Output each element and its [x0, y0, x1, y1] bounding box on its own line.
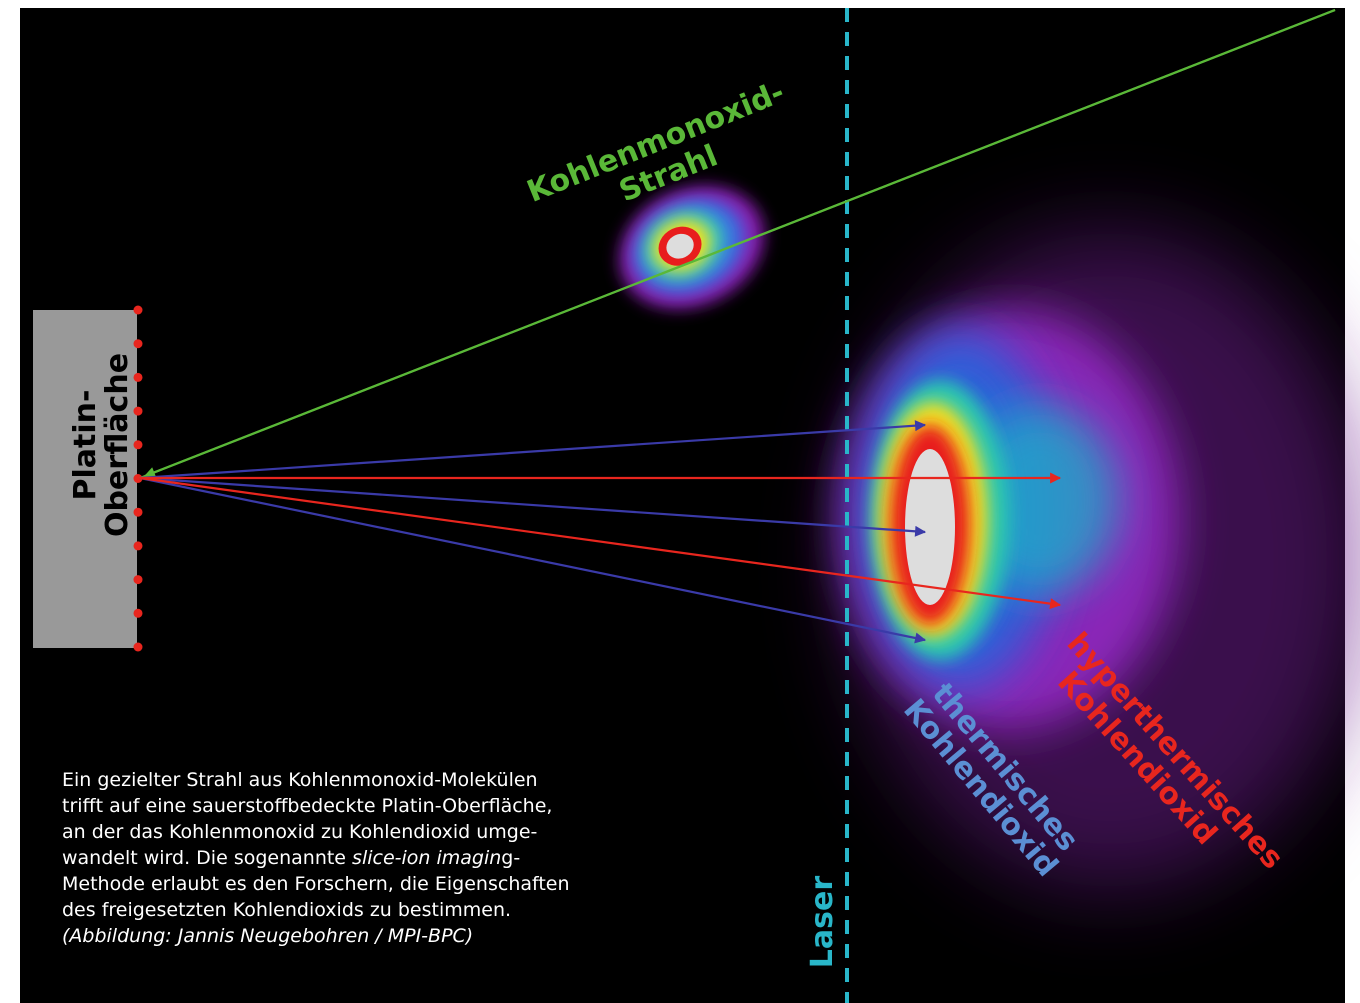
caption: Ein gezielter Strahl aus Kohlenmonoxid-M…	[62, 769, 570, 947]
laser-label: Laser	[805, 876, 840, 969]
atom	[133, 305, 143, 315]
caption-italic: slice-ion imagin	[352, 847, 501, 869]
surface-atoms	[133, 305, 143, 652]
caption-line: an der das Kohlenmonoxid zu Kohlendioxid…	[62, 821, 537, 843]
caption-credit: (Abbildung: Jannis Neugebohren / MPI-BPC…	[62, 925, 473, 947]
caption-line: Methode erlaubt es den Forschern, die Ei…	[62, 873, 570, 895]
atom	[133, 474, 143, 483]
caption-text: wandelt wird. Die sogenannte	[62, 847, 352, 869]
product-spot	[840, 230, 1360, 890]
atom	[133, 440, 143, 450]
atom	[133, 372, 143, 382]
atom	[133, 575, 143, 585]
caption-line: wandelt wird. Die sogenannte slice-ion i…	[62, 847, 520, 869]
atom	[133, 642, 143, 652]
atom	[133, 608, 143, 618]
caption-line: Ein gezielter Strahl aus Kohlenmonoxid-M…	[62, 769, 538, 791]
atom	[133, 406, 143, 416]
surface	[33, 310, 137, 648]
surface-label: Oberfläche	[100, 353, 135, 537]
beam-spot	[619, 186, 764, 309]
trajectories	[139, 8, 1336, 644]
caption-line: trifft auf eine sauerstoffbedeckte Plati…	[62, 795, 552, 817]
atom	[133, 339, 143, 349]
atom	[133, 507, 143, 517]
caption-line: des freigesetzten Kohlendioxids zu besti…	[62, 899, 511, 921]
atom	[133, 541, 143, 551]
surface-label: Platin-	[68, 390, 103, 501]
caption-text: g-	[501, 847, 520, 869]
